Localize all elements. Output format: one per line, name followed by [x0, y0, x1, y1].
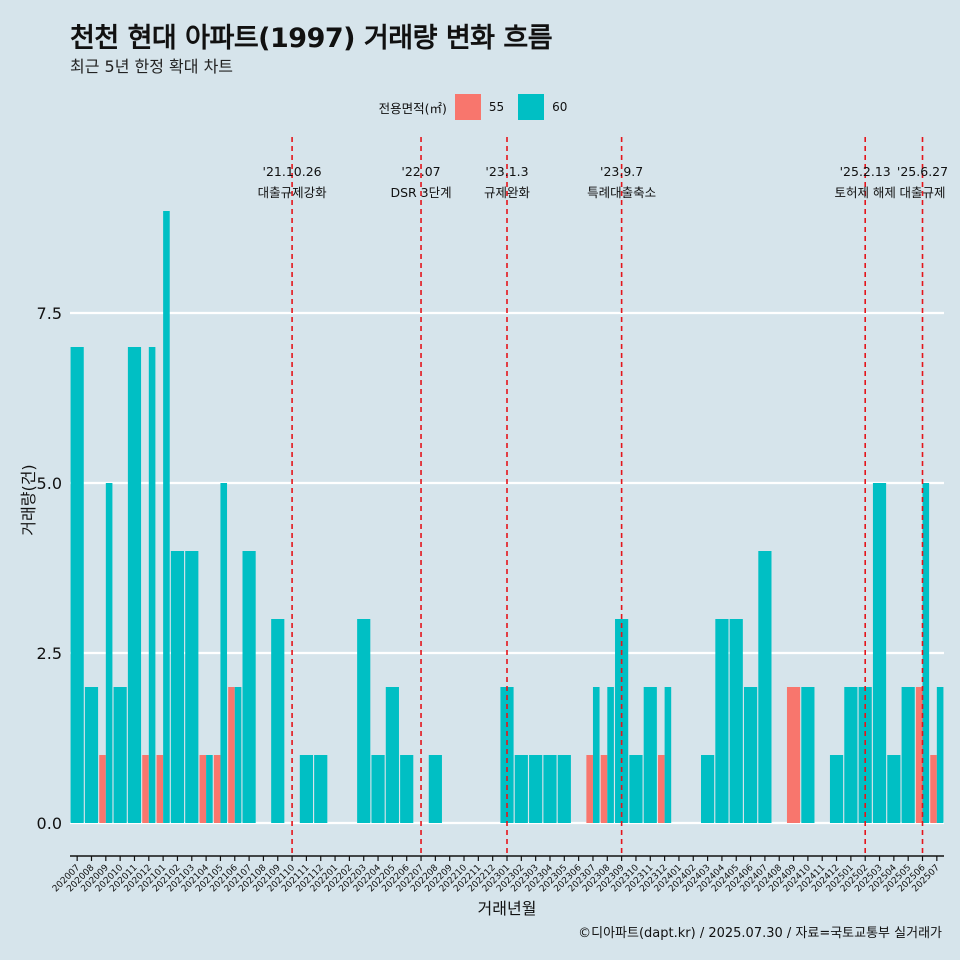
bar-60 — [163, 211, 170, 823]
legend-label-55: 55 — [488, 100, 505, 114]
y-axis-title: 거래량(건) — [19, 464, 38, 535]
bar-60 — [936, 687, 944, 823]
chart-subtitle: 최근 5년 한정 확대 차트 — [70, 57, 234, 76]
bar-60 — [271, 619, 285, 823]
bar-60 — [557, 755, 571, 823]
bar-60 — [758, 551, 772, 823]
bar-60 — [664, 687, 672, 823]
bar-60 — [105, 483, 113, 823]
bar-60 — [299, 755, 314, 823]
bar-60 — [234, 687, 242, 823]
bar-60 — [385, 687, 399, 823]
bar-55 — [915, 687, 923, 823]
bar-60 — [371, 755, 385, 823]
event-label: 대출규제강화 — [258, 185, 328, 200]
bar-60 — [629, 755, 643, 823]
y-tick-label: 2.5 — [37, 644, 62, 663]
bar-55 — [142, 755, 149, 823]
bar-55 — [213, 755, 221, 823]
bar-60 — [615, 619, 629, 823]
bar-60 — [529, 755, 543, 823]
bar-60 — [715, 619, 729, 823]
bar-55 — [228, 687, 235, 823]
bar-60 — [170, 551, 185, 823]
bar-55 — [930, 755, 937, 823]
bar-55 — [600, 755, 608, 823]
y-tick-label: 0.0 — [37, 814, 62, 833]
event-label: DSR 3단계 — [390, 185, 451, 200]
bar-60 — [901, 687, 915, 823]
event-date: '21.10.26 — [263, 164, 322, 179]
bar-60 — [314, 755, 328, 823]
event-label: 토허제 해제 — [834, 185, 895, 200]
bar-60 — [743, 687, 758, 823]
bar-60 — [592, 687, 600, 823]
bar-60 — [84, 687, 99, 823]
y-tick-label: 5.0 — [37, 474, 62, 493]
bar-60 — [514, 755, 528, 823]
bar-60 — [872, 483, 887, 823]
legend: 전용면적(㎡) 55 60 — [0, 92, 960, 122]
y-tick-label: 7.5 — [37, 304, 62, 323]
legend-label-60: 60 — [552, 100, 568, 114]
event-label: 대출규제 — [900, 185, 946, 200]
bar-60 — [887, 755, 901, 823]
bar-60 — [700, 755, 715, 823]
event-date: '25.6.27 — [897, 164, 948, 179]
bar-60 — [70, 347, 84, 823]
event-label: 규제완화 — [484, 185, 531, 200]
bar-60 — [357, 619, 371, 823]
bar-60 — [148, 347, 156, 823]
bar-60 — [801, 687, 815, 823]
bar-55 — [658, 755, 665, 823]
event-label: 특례대출축소 — [587, 185, 656, 200]
bar-60 — [113, 687, 127, 823]
bar-55 — [199, 755, 207, 823]
bar-55 — [99, 755, 106, 823]
bar-60 — [127, 347, 142, 823]
bar-60 — [844, 687, 858, 823]
event-date: '25.2.13 — [840, 164, 891, 179]
x-axis-title: 거래년월 — [478, 899, 537, 918]
legend-swatch-60 — [518, 94, 545, 120]
chart-title: 천천 현대 아파트(1997) 거래량 변화 흐름 — [70, 23, 553, 54]
bar-60 — [206, 755, 213, 823]
legend-title: 전용면적(㎡) — [378, 100, 447, 116]
bar-60 — [643, 687, 657, 823]
bar-60 — [428, 755, 442, 823]
bar-60 — [729, 619, 743, 823]
event-date: '22.07 — [401, 164, 440, 179]
bar-60 — [500, 687, 514, 823]
bar-60 — [242, 551, 256, 823]
bar-60 — [607, 687, 614, 823]
bar-60 — [829, 755, 844, 823]
bar-60 — [400, 755, 414, 823]
bar-55 — [786, 687, 801, 823]
bar-60 — [858, 687, 872, 823]
bar-55 — [156, 755, 164, 823]
bar-55 — [586, 755, 593, 823]
legend-swatch-55 — [454, 94, 481, 120]
bar-60 — [543, 755, 557, 823]
event-date: '23.1.3 — [485, 164, 528, 179]
bar-60 — [220, 483, 228, 823]
bar-60 — [185, 551, 199, 823]
chart-caption: ©디아파트(dapt.kr) / 2025.07.30 / 자료=국토교통부 실… — [578, 926, 942, 941]
event-date: '23.9.7 — [600, 164, 643, 179]
bar-60 — [922, 483, 930, 823]
